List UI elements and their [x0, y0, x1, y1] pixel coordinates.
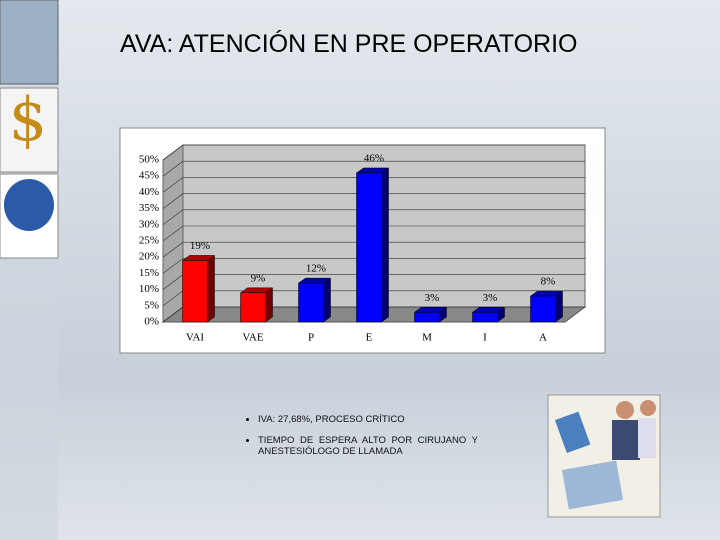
slide-title: AVA: ATENCIÓN EN PRE OPERATORIO [120, 30, 578, 58]
grid-line [162, 258, 585, 274]
bar-face [472, 312, 498, 323]
value-label: 19% [190, 240, 210, 252]
y-tick-label: 45% [139, 170, 159, 182]
x-tick-label: VAE [242, 332, 263, 344]
grid-line [162, 209, 585, 226]
bar [529, 290, 564, 323]
bar-face [356, 172, 382, 323]
y-tick-label: 15% [139, 267, 159, 279]
bar [413, 306, 448, 323]
svg-text:$: $ [9, 85, 47, 155]
bar [355, 167, 390, 323]
y-tick-label: 20% [139, 251, 159, 263]
x-tick-label: P [308, 332, 314, 344]
value-label: 3% [425, 292, 440, 304]
bar-face [207, 254, 215, 323]
y-tick-label: 25% [139, 235, 159, 247]
bar-face [323, 277, 331, 323]
bar-face [298, 282, 324, 323]
x-tick-label: A [539, 332, 547, 344]
bullet-list: IVA: 27,68%, PROCESO CRÍTICO TIEMPO DE E… [240, 414, 478, 467]
y-tick-label: 50% [139, 154, 159, 166]
bullet: TIEMPO DE ESPERA ALTO POR CIRUJANO Y ANE… [258, 435, 478, 457]
grid-line [162, 160, 585, 177]
grid-line [162, 225, 585, 242]
bar [471, 306, 506, 323]
value-label: 12% [306, 263, 326, 275]
x-tick-label: VAI [186, 332, 204, 344]
y-tick-label: 10% [139, 283, 159, 295]
bar [297, 277, 332, 323]
bar-face [414, 312, 440, 323]
y-tick-label: 40% [139, 186, 159, 198]
grid-line [162, 241, 585, 258]
bar-face [530, 295, 556, 323]
value-label: 3% [483, 292, 498, 304]
x-tick-label: E [366, 332, 373, 344]
bar-face [240, 292, 266, 323]
x-tick-label: M [422, 332, 432, 344]
bar-face [265, 287, 273, 323]
value-label: 46% [364, 152, 384, 164]
grid-line [162, 144, 585, 161]
grid-line [162, 193, 585, 209]
bar-face [381, 167, 389, 323]
grid-line [162, 177, 585, 193]
bullet: IVA: 27,68%, PROCESO CRÍTICO [258, 414, 478, 425]
bar [181, 254, 216, 323]
y-tick-label: 35% [139, 202, 159, 214]
bar-face [182, 260, 208, 323]
bar [239, 287, 274, 323]
value-label: 9% [251, 272, 266, 284]
y-tick-label: 30% [139, 218, 159, 230]
bar-face [555, 290, 563, 323]
y-tick-label: 5% [144, 299, 159, 311]
y-tick-label: 0% [144, 316, 159, 328]
value-label: 8% [541, 276, 556, 288]
x-tick-label: I [483, 332, 487, 344]
